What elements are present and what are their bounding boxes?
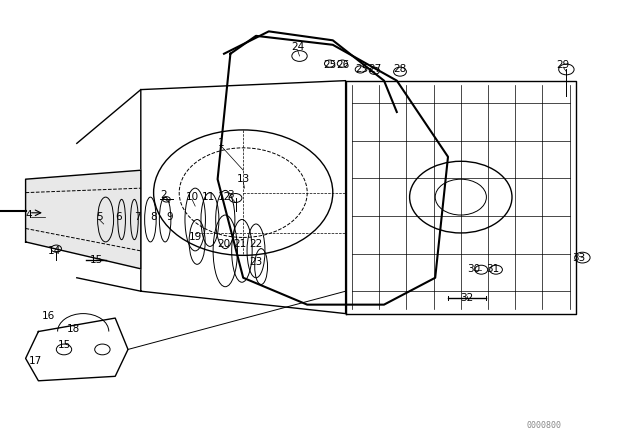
Text: 31: 31 [486,264,499,274]
Text: 25: 25 [355,65,368,74]
Text: 5: 5 [96,212,102,222]
Text: 12: 12 [218,192,230,202]
Text: 19: 19 [189,233,202,242]
Text: 25: 25 [323,60,336,70]
Text: 18: 18 [67,324,80,334]
Text: 15: 15 [90,255,102,265]
Text: 29: 29 [557,60,570,70]
Text: 9: 9 [166,212,173,222]
Text: 21: 21 [234,239,246,249]
Text: 17: 17 [29,356,42,366]
Text: 11: 11 [202,192,214,202]
Text: 3: 3 [227,190,234,200]
Text: 4: 4 [26,210,32,220]
Text: 15: 15 [58,340,70,350]
Text: 10: 10 [186,192,198,202]
Text: 16: 16 [42,311,54,321]
Text: 23: 23 [250,257,262,267]
Text: 22: 22 [250,239,262,249]
Text: 33: 33 [573,253,586,263]
Text: 30: 30 [467,264,480,274]
Text: 0000800: 0000800 [527,421,561,430]
Text: 2: 2 [160,190,166,200]
Text: 8: 8 [150,212,157,222]
Text: 32: 32 [461,293,474,303]
Text: 6: 6 [115,212,122,222]
Text: 26: 26 [336,60,349,70]
Text: 13: 13 [237,174,250,184]
Text: 14: 14 [48,246,61,256]
Text: 24: 24 [291,42,304,52]
Polygon shape [26,170,141,269]
Text: 28: 28 [394,65,406,74]
Text: 7: 7 [134,212,141,222]
Text: 20: 20 [218,239,230,249]
Text: 1: 1 [218,138,224,148]
Text: 27: 27 [368,65,381,74]
